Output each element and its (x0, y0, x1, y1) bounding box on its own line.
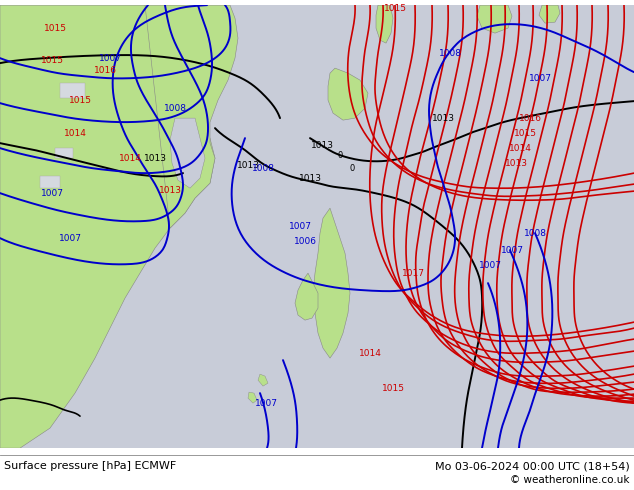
Polygon shape (258, 374, 268, 386)
Text: 0: 0 (349, 164, 354, 172)
Text: 1007: 1007 (41, 189, 63, 197)
Text: 1008: 1008 (164, 103, 186, 113)
Text: 1013: 1013 (311, 141, 333, 149)
Bar (60, 83, 85, 98)
Text: 1014: 1014 (119, 154, 141, 163)
Text: 1006: 1006 (294, 237, 316, 245)
Text: 1013: 1013 (158, 186, 181, 195)
Text: 1015: 1015 (384, 3, 406, 13)
Text: 1007: 1007 (500, 245, 524, 255)
Text: 0: 0 (337, 150, 342, 160)
Polygon shape (295, 273, 318, 320)
Bar (55, 148, 73, 158)
Text: © weatheronline.co.uk: © weatheronline.co.uk (510, 475, 630, 485)
Text: 1007: 1007 (58, 234, 82, 243)
Text: 1013: 1013 (505, 159, 527, 168)
Text: 1015: 1015 (382, 384, 404, 392)
Text: 1017: 1017 (401, 269, 425, 278)
Text: 1013: 1013 (236, 161, 259, 170)
Polygon shape (477, 5, 512, 33)
Text: 1015: 1015 (514, 129, 536, 138)
Text: 1016: 1016 (93, 66, 117, 74)
Text: Surface pressure [hPa] ECMWF: Surface pressure [hPa] ECMWF (4, 461, 176, 471)
Polygon shape (248, 392, 257, 403)
Text: 1014: 1014 (63, 129, 86, 138)
Polygon shape (313, 208, 350, 358)
Text: 1007: 1007 (98, 53, 122, 63)
Text: 1014: 1014 (508, 144, 531, 152)
Polygon shape (376, 5, 393, 43)
Text: 1013: 1013 (432, 114, 455, 122)
Text: 1007: 1007 (254, 399, 278, 408)
Text: 1008: 1008 (439, 49, 462, 58)
Bar (40, 176, 60, 188)
Text: 1007: 1007 (529, 74, 552, 83)
Polygon shape (145, 5, 238, 228)
Text: 1015: 1015 (68, 96, 91, 105)
Text: Mo 03-06-2024 00:00 UTC (18+54): Mo 03-06-2024 00:00 UTC (18+54) (436, 461, 630, 471)
Text: 1008: 1008 (252, 164, 275, 172)
Text: 1007: 1007 (479, 261, 501, 270)
Polygon shape (170, 118, 205, 188)
Text: 1013: 1013 (299, 173, 321, 183)
Text: 1008: 1008 (524, 229, 547, 238)
Text: 1015: 1015 (44, 24, 67, 33)
Text: 1013: 1013 (143, 154, 167, 163)
Text: 1015: 1015 (41, 56, 63, 65)
Polygon shape (328, 68, 368, 120)
Polygon shape (539, 5, 560, 23)
Text: 1007: 1007 (288, 221, 311, 231)
Polygon shape (0, 5, 215, 448)
Text: 1014: 1014 (359, 348, 382, 358)
Text: 1016: 1016 (519, 114, 541, 122)
